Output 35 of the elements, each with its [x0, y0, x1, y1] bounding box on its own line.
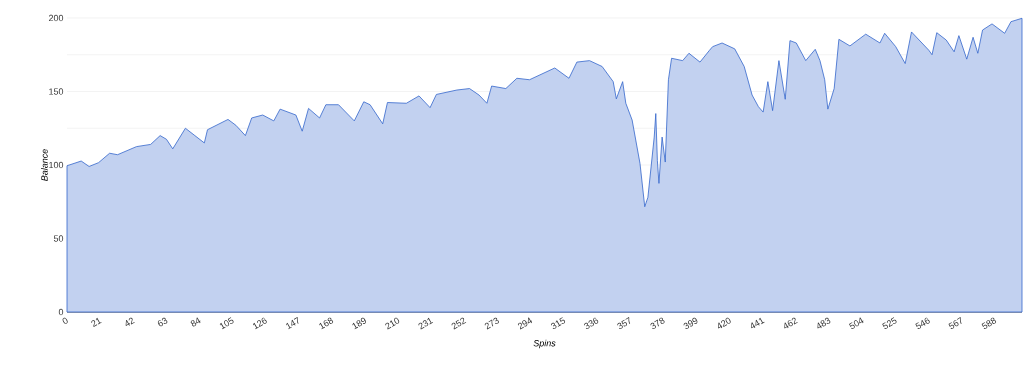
x-tick-label: 462 — [784, 317, 798, 329]
x-tick-label: 378 — [650, 317, 665, 329]
y-axis-title: Balance — [41, 149, 48, 181]
x-tick-label: 336 — [584, 317, 599, 329]
x-tick-label: 504 — [849, 317, 864, 329]
x-tick-label: 294 — [517, 317, 533, 330]
x-tick-label: 231 — [418, 317, 434, 330]
x-tick-label: 546 — [915, 317, 930, 329]
x-tick-label: 483 — [817, 317, 831, 329]
x-tick-label: 252 — [451, 317, 467, 330]
x-tick-label: 567 — [948, 317, 962, 329]
x-tick-label: 315 — [551, 317, 566, 329]
x-tick-label: 42 — [125, 317, 135, 326]
x-tick-label: 420 — [718, 317, 731, 329]
x-tick-label: 147 — [286, 317, 299, 330]
x-tick-label: 441 — [751, 317, 765, 329]
x-tick-label: 126 — [252, 317, 267, 330]
x-tick-label: 168 — [319, 317, 334, 330]
y-tick-label: 50 — [53, 235, 64, 242]
x-tick-label: 105 — [219, 317, 234, 330]
x-tick-label: 525 — [882, 317, 897, 329]
x-tick-label: 399 — [683, 317, 698, 329]
x-tick-label: 357 — [617, 317, 631, 329]
x-tick-label: 189 — [352, 317, 366, 330]
y-tick-label: 200 — [48, 14, 64, 22]
x-tick-label: 84 — [190, 317, 201, 327]
x-tick-label: 21 — [91, 317, 102, 327]
x-tick-label: 63 — [157, 317, 168, 327]
y-tick-label: 100 — [49, 161, 64, 169]
y-tick-label: 150 — [49, 88, 64, 95]
x-tick-label: 210 — [385, 317, 400, 330]
x-tick-label: 588 — [981, 317, 997, 329]
x-tick-label: 273 — [484, 317, 499, 330]
y-tick-label: 0 — [58, 308, 64, 316]
x-axis-title: Spins — [533, 339, 556, 349]
